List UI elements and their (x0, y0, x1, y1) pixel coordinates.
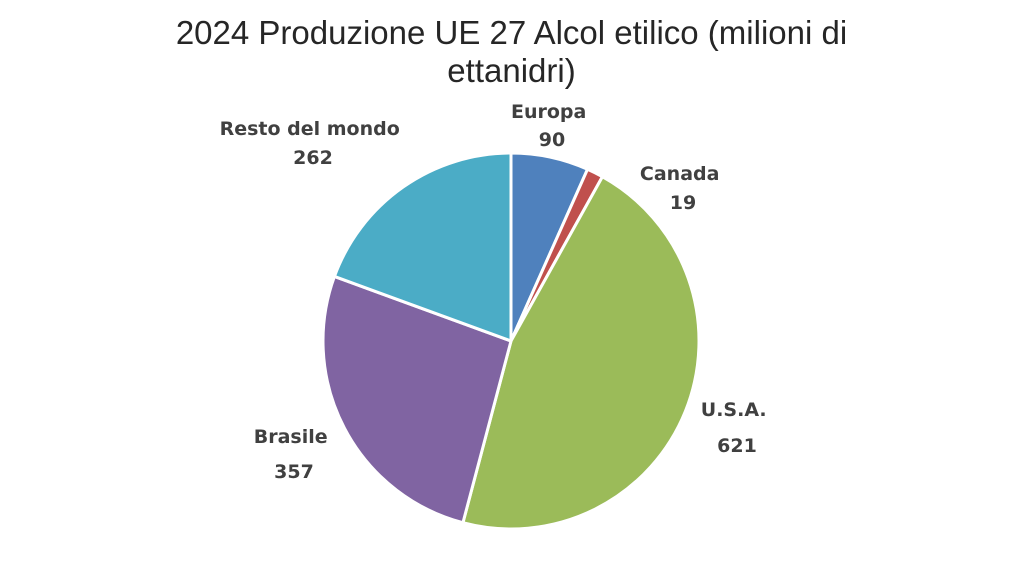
slice-label-canada-value: 19 (670, 192, 696, 214)
slice-label-resto-value: 262 (293, 147, 333, 169)
slice-label-usa: U.S.A. 621 (701, 399, 773, 457)
slice-label-resto-name: Resto del mondo (220, 118, 400, 140)
slice-label-brasile: Brasile 357 (254, 426, 335, 483)
pie-labels: Europa 90 Canada 19 U.S.A. 621 Brasile 3… (220, 101, 773, 483)
slice-label-brasile-value: 357 (274, 461, 314, 483)
chart-title: 2024 Produzione UE 27 Alcol etilico (mil… (0, 14, 1023, 90)
pie-slices (321, 151, 701, 531)
slice-label-europa-value: 90 (539, 129, 565, 151)
chart-title-line-1: 2024 Produzione UE 27 Alcol etilico (mil… (175, 14, 848, 51)
slice-label-europa-name: Europa (511, 101, 586, 123)
slice-label-canada: Canada 19 (640, 163, 726, 214)
slice-label-resto-del-mondo: Resto del mondo 262 (220, 118, 407, 169)
pie-slice-resto-del-mondo (332, 151, 513, 343)
slice-label-canada-name: Canada (640, 163, 720, 185)
slice-label-usa-name: U.S.A. (701, 399, 767, 421)
pie-slice-u-s-a (461, 175, 701, 531)
slice-label-usa-value: 621 (717, 435, 757, 457)
slice-label-europa: Europa 90 (511, 101, 593, 151)
chart-title-line-2: ettanidri) (447, 52, 576, 89)
pie-slice-brasile (321, 274, 513, 525)
slice-label-brasile-name: Brasile (254, 426, 328, 448)
